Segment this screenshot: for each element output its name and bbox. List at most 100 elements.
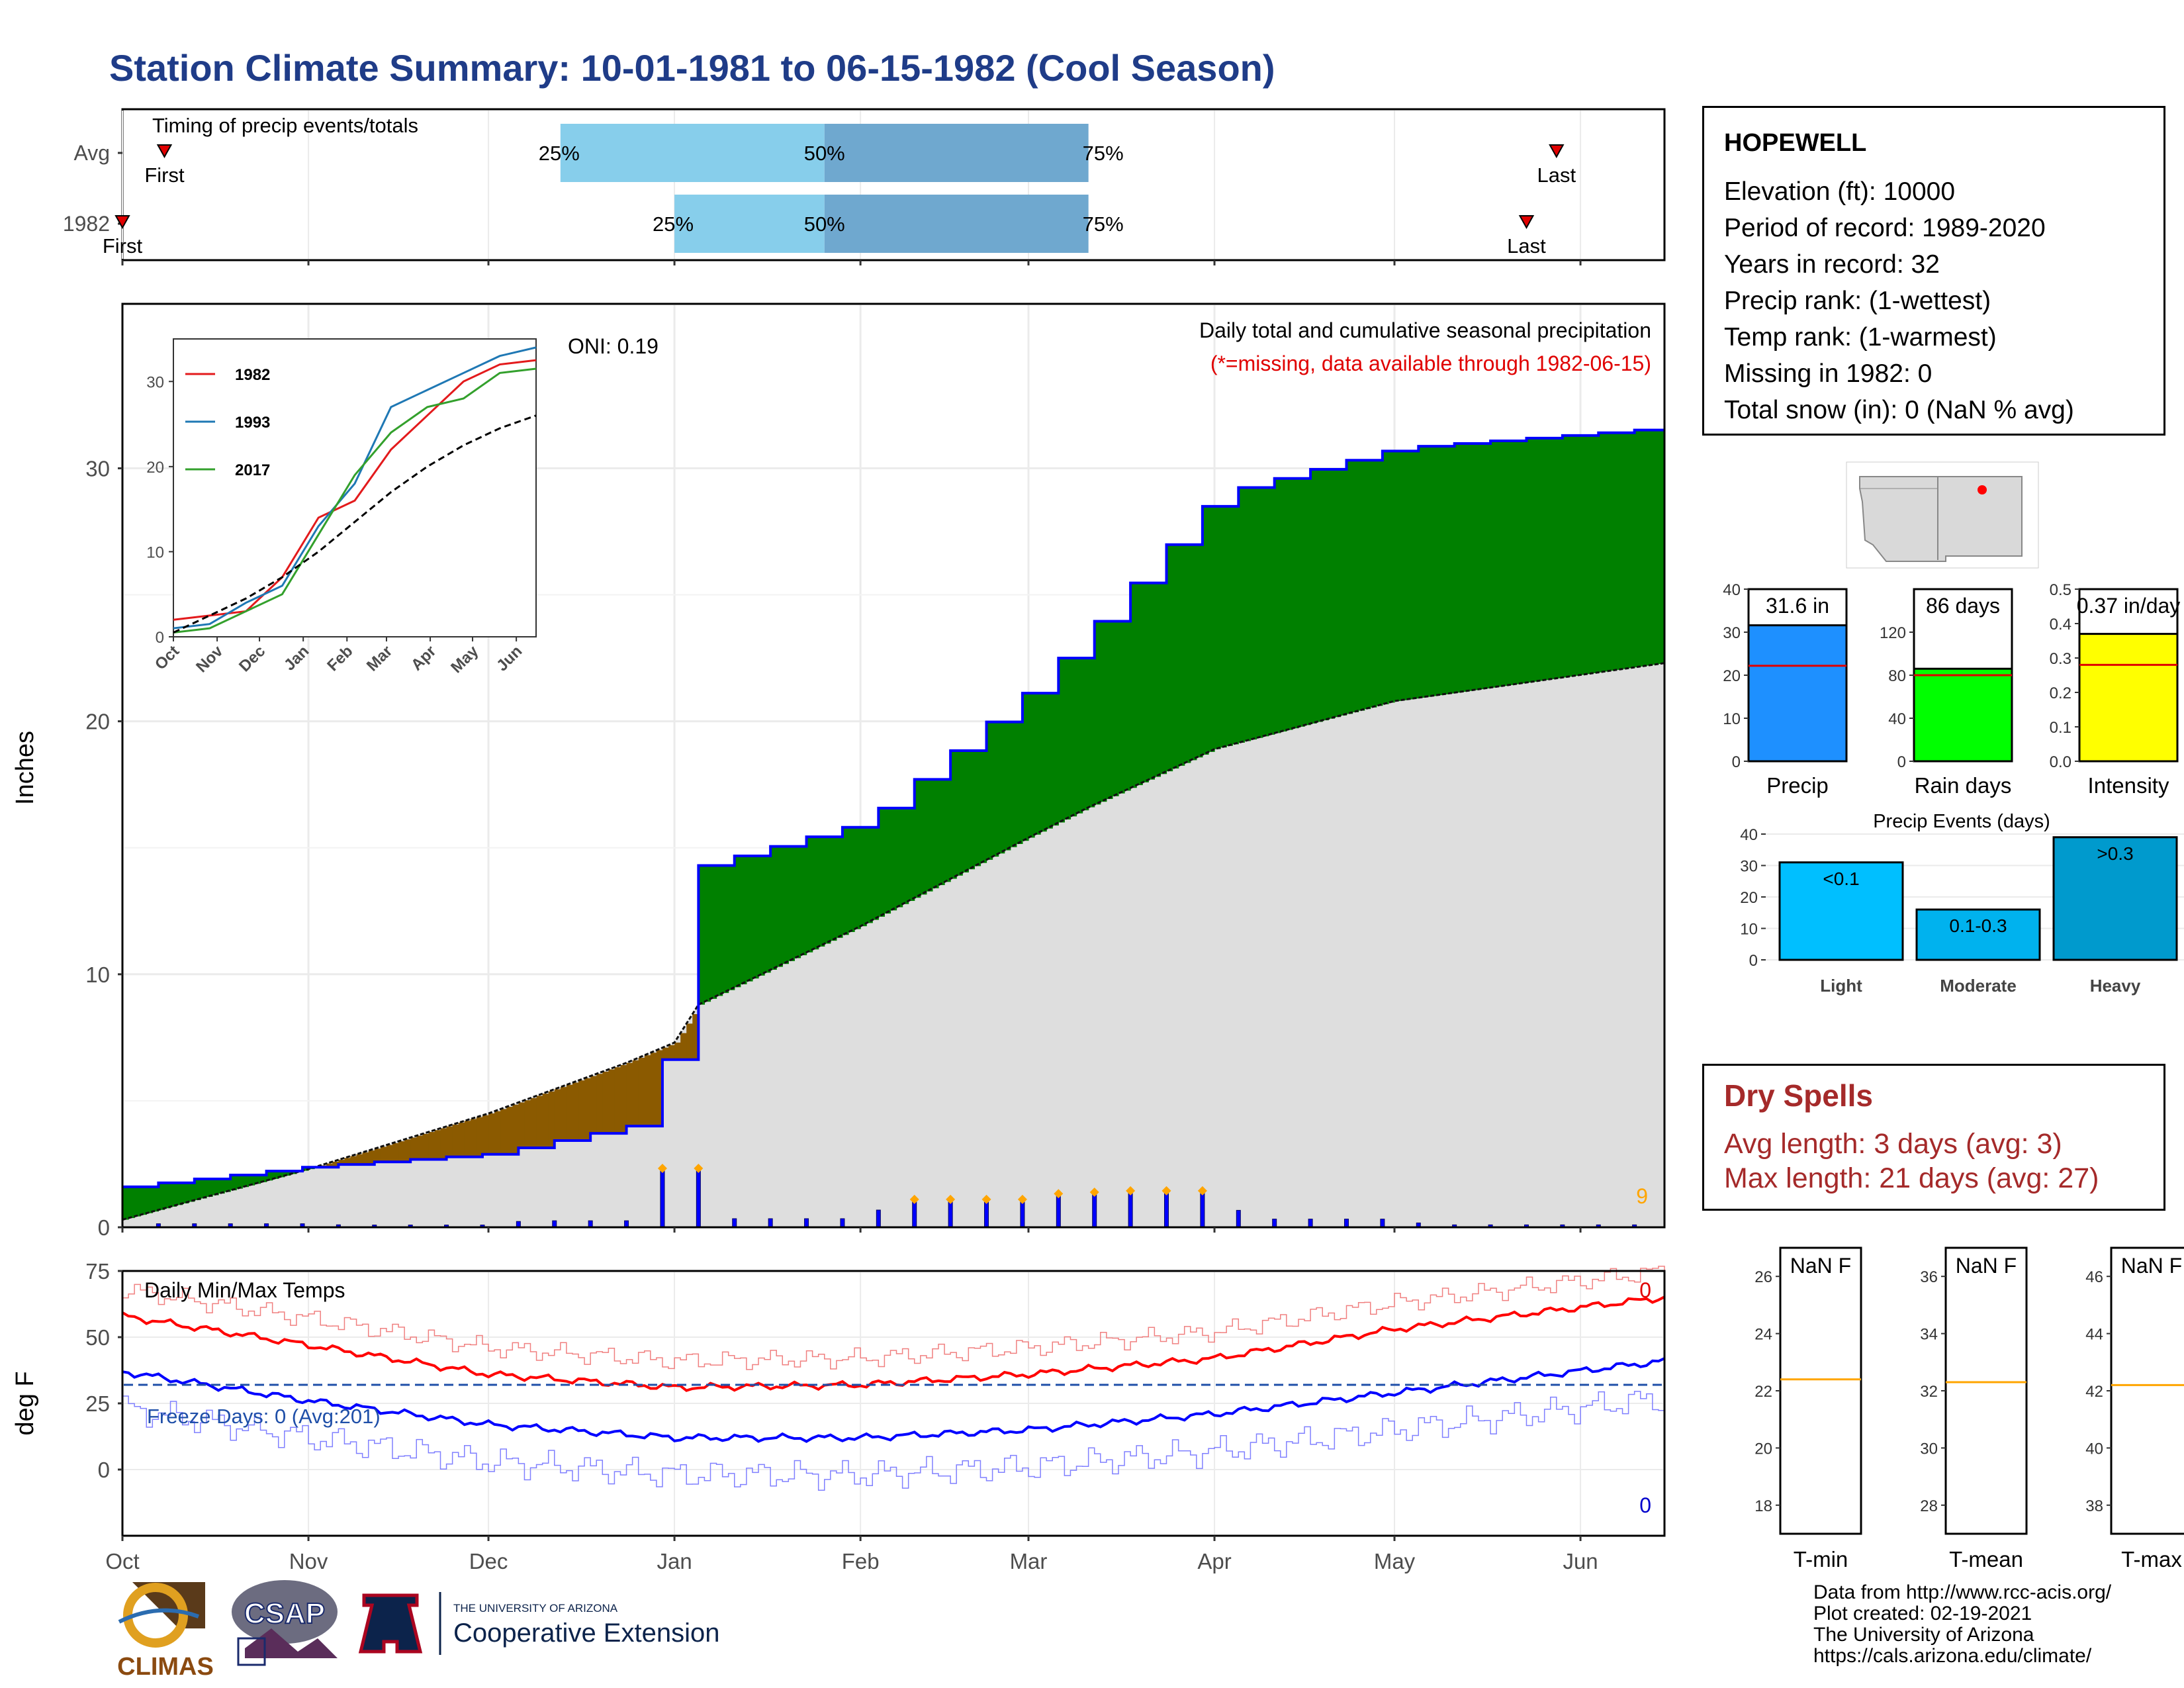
precip-departure-fill — [152, 1186, 159, 1212]
precip-events-ytick-label: 30 — [1740, 858, 1758, 876]
timing-panel: Timing of precip events/totals Avg 25% 50%… — [63, 108, 1666, 261]
summary-bar — [1747, 624, 1848, 763]
temp-ylabel: deg F — [11, 1371, 39, 1435]
precip-departure-fill — [590, 1076, 597, 1134]
station-location-dot — [1978, 485, 1987, 494]
precip-departure-fill — [1262, 487, 1269, 737]
precip-departure-fill — [1418, 446, 1425, 698]
temp-gauge-ytick-label: 40 — [2085, 1440, 2103, 1458]
temp-gauge-ytick-label: 28 — [1920, 1497, 1938, 1515]
precip-departure-fill — [332, 1161, 339, 1168]
precip-departure-fill — [1256, 487, 1263, 738]
precip-departure-fill — [848, 827, 855, 932]
station-info-line: Temp rank: (1-warmest) — [1724, 323, 1997, 352]
precip-departure-fill — [704, 865, 711, 1002]
precip-departure-fill — [1478, 444, 1485, 690]
precip-departure-fill — [494, 1111, 501, 1154]
precip-departure-fill — [1586, 435, 1593, 675]
precip-departure-fill — [722, 865, 729, 994]
precip-departure-fill — [1484, 444, 1491, 688]
temp-gauge-ytick-label: 42 — [2085, 1383, 2103, 1401]
precip-departure-fill — [974, 750, 981, 867]
precip-departure-fill — [1406, 451, 1413, 700]
precip-departure-fill — [1280, 478, 1287, 732]
precip-departure-fill — [1082, 658, 1089, 811]
precip-departure-fill — [368, 1150, 375, 1165]
precip-departure-fill — [920, 779, 927, 895]
summary-bar-ytick-label: 10 — [1723, 710, 1741, 728]
precip-departure-fill — [1022, 693, 1029, 841]
heavy-event-marker — [1126, 1186, 1136, 1196]
precip-departure-fill — [164, 1182, 171, 1209]
temp-gauge-ytick-label: 34 — [1920, 1326, 1938, 1344]
precip-departure-fill — [452, 1124, 459, 1157]
daily-precip-bar — [1272, 1219, 1277, 1228]
summary-bar-value: 86 days — [1926, 594, 2000, 618]
daily-precip-bar — [876, 1209, 881, 1228]
timing-pct-label: 25% — [653, 212, 694, 236]
precip-departure-fill — [1448, 446, 1455, 694]
precip-departure-fill — [1562, 435, 1569, 678]
summary-bar-ytick-label: 0.3 — [2050, 650, 2071, 668]
xaxis-label: May — [1374, 1549, 1416, 1573]
precip-departure-fill — [146, 1186, 153, 1213]
precip-departure-fill — [860, 827, 867, 927]
precip-departure-fill — [218, 1179, 225, 1194]
temp-ytick-label: 25 — [85, 1391, 110, 1416]
precip-departure-fill — [632, 1060, 639, 1127]
precip-departure-fill — [158, 1182, 165, 1210]
precip-departure-fill — [1592, 435, 1599, 673]
precip-departure-fill — [362, 1152, 369, 1165]
precip-departure-fill — [992, 722, 999, 857]
precip-departure-fill — [1388, 451, 1395, 703]
station-name: HOPEWELL — [1724, 129, 1867, 157]
precip-departure-fill — [578, 1080, 585, 1141]
observed-cumulative-line — [122, 428, 1664, 1188]
precip-departure-fill — [1526, 438, 1533, 683]
temp-gauge-label: T-max — [2121, 1547, 2182, 1571]
precip-departure-fill — [1214, 506, 1221, 749]
summary-bar-ytick-label: 120 — [1880, 624, 1906, 642]
precip-departure-fill — [776, 846, 783, 967]
precip-departure-fill — [884, 808, 891, 914]
precip-departure-fill — [836, 837, 843, 938]
precip-ytick-label: 20 — [85, 710, 110, 734]
precip-departure-fill — [1400, 451, 1407, 700]
first-event-label: First — [103, 234, 143, 258]
precip-departure-fill — [530, 1098, 537, 1149]
precip-caption: Daily total and cumulative seasonal prec… — [1199, 318, 1651, 342]
precip-departure-fill — [1190, 544, 1197, 761]
precip-departure-fill — [626, 1062, 633, 1127]
precip-departure-fill — [740, 856, 747, 984]
summary-bar-ytick-label: 40 — [1888, 710, 1906, 728]
precip-departure-fill — [1430, 446, 1437, 696]
temp-gauge-ytick-label: 32 — [1920, 1383, 1938, 1401]
precip-departure-fill — [1142, 583, 1149, 782]
summary-bar-ytick-label: 40 — [1723, 581, 1741, 599]
precip-departure-fill — [1334, 469, 1342, 718]
precip-departure-fill — [1004, 722, 1011, 851]
precip-departure-fill — [596, 1074, 603, 1134]
precip-departure-fill — [662, 1047, 669, 1060]
precip-departure-fill — [788, 846, 796, 961]
precip-departure-fill — [518, 1102, 525, 1149]
station-info-line: Years in record: 32 — [1724, 250, 1940, 279]
precip-departure-fill — [812, 837, 819, 950]
ua-small-text: THE UNIVERSITY OF ARIZONA — [453, 1602, 618, 1615]
temp-label: Daily Min/Max Temps — [144, 1278, 345, 1302]
precip-departure-fill — [728, 865, 735, 990]
daily-precip-bar — [1380, 1219, 1385, 1228]
last-event-label: Last — [1507, 234, 1546, 258]
precip-events-category: Moderate — [1940, 976, 2017, 996]
summary-bar-ytick-label: 80 — [1888, 667, 1906, 685]
precip-departure-fill — [1616, 432, 1623, 670]
station-info-line: Precip rank: (1-wettest) — [1724, 287, 1991, 315]
precip-departure-fill — [752, 856, 759, 979]
temp-gauge-label: T-mean — [1949, 1547, 2023, 1571]
summary-bar-chart: 0 40 80 120 86 days Rain days — [1880, 588, 2013, 798]
precip-departure-fill — [680, 1033, 687, 1060]
timing-pct-label: 50% — [804, 212, 845, 236]
precip-departure-fill — [524, 1100, 531, 1149]
temp-gauge-ytick-label: 26 — [1754, 1268, 1772, 1286]
precip-departure-fill — [842, 827, 849, 935]
